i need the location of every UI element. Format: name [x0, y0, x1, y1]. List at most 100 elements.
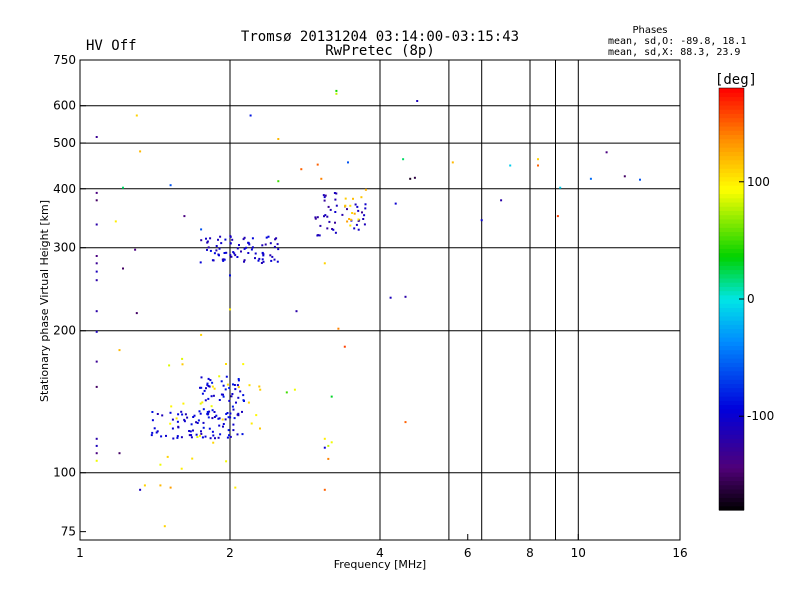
echo-point — [183, 420, 186, 423]
echo-point — [326, 215, 329, 218]
echo-point — [353, 227, 356, 230]
echo-point — [241, 410, 243, 413]
colorbar-segment — [719, 147, 744, 152]
echo-point — [350, 218, 353, 221]
echo-point — [159, 484, 162, 487]
echo-point — [169, 411, 172, 414]
echo-point — [218, 417, 221, 420]
echo-point — [224, 388, 227, 391]
chart-title-line1: Tromsø 20131204 03:14:00-03:15:43 — [241, 29, 519, 45]
echo-point — [334, 211, 337, 213]
echo-point — [389, 296, 392, 299]
echo-point — [248, 384, 251, 387]
echo-point — [206, 411, 209, 413]
echo-point — [324, 214, 327, 217]
echo-point — [180, 436, 183, 439]
echo-point — [206, 382, 209, 385]
echo-point — [206, 240, 209, 243]
echo-point — [218, 247, 221, 250]
echo-point — [181, 363, 184, 366]
echo-point — [214, 437, 216, 440]
echo-point — [271, 255, 274, 258]
echo-point — [219, 235, 222, 238]
echo-point — [346, 208, 348, 211]
echo-point — [95, 199, 98, 202]
echo-point — [330, 441, 333, 444]
echo-point — [639, 178, 641, 181]
echo-point — [189, 430, 192, 433]
echo-point — [198, 410, 201, 413]
echo-point — [237, 379, 240, 382]
colorbar-segment — [719, 265, 744, 271]
echo-point — [172, 437, 175, 440]
echo-point — [237, 386, 240, 389]
x-axis-label: Frequency [MHz] — [334, 558, 426, 571]
echo-point — [293, 388, 296, 391]
echo-point — [177, 425, 180, 428]
echo-point — [323, 437, 326, 440]
echo-point — [229, 435, 232, 438]
echo-point — [221, 258, 224, 261]
echo-point — [361, 211, 363, 214]
echo-point — [155, 431, 158, 434]
echo-points — [95, 89, 641, 528]
echo-point — [404, 421, 407, 424]
echo-point — [218, 375, 221, 378]
echo-point — [225, 251, 228, 254]
colorbar-segment — [719, 121, 744, 127]
colorbar-segment — [719, 176, 744, 182]
echo-point — [231, 405, 234, 408]
colorbar-segment — [719, 320, 744, 325]
echo-point — [394, 202, 397, 205]
echo-point — [95, 452, 98, 455]
colorbar-segment — [719, 130, 744, 136]
echo-point — [199, 434, 201, 437]
echo-point — [254, 252, 257, 255]
colorbar-segment — [719, 282, 744, 287]
echo-point — [202, 408, 205, 411]
echo-point — [195, 433, 198, 436]
colorbar-segment — [719, 210, 744, 216]
echo-point — [257, 259, 260, 262]
echo-point — [344, 204, 347, 207]
echo-point — [224, 238, 227, 241]
echo-point — [230, 395, 233, 398]
echo-point — [207, 246, 210, 249]
tick-labels: 1 2 4 6 8 10 16 75 100 200 300 400 500 600 750 — [53, 53, 688, 560]
echo-point — [259, 388, 262, 391]
echo-point — [364, 207, 367, 210]
echo-point — [343, 345, 346, 348]
echo-point — [201, 392, 204, 395]
echo-point — [207, 397, 210, 400]
colorbar-segment — [719, 252, 744, 258]
echo-point — [177, 413, 180, 416]
echo-point — [229, 235, 232, 238]
echo-point — [192, 429, 194, 432]
echo-point — [236, 433, 239, 436]
echo-point — [264, 243, 267, 246]
y-axis-label: Stationary phase Virtual Height [km] — [38, 200, 51, 402]
echo-point — [180, 467, 183, 470]
colorbar-segment — [719, 455, 744, 460]
echo-point — [231, 393, 234, 395]
echo-point — [169, 184, 172, 187]
echo-point — [95, 360, 98, 363]
echo-point — [95, 330, 98, 333]
echo-point — [160, 435, 163, 438]
echo-point — [230, 255, 233, 258]
echo-point — [537, 164, 539, 167]
colorbar-segment — [719, 408, 744, 414]
colorbar-segment — [719, 294, 744, 300]
colorbar-segment — [719, 417, 744, 422]
echo-point — [335, 92, 338, 95]
echo-point — [207, 377, 210, 380]
echo-point — [258, 385, 261, 388]
echo-point — [224, 418, 227, 421]
colorbar-segment — [719, 125, 744, 131]
echo-point — [218, 424, 221, 427]
echo-point — [169, 422, 172, 425]
echo-point — [276, 243, 279, 246]
echo-point — [190, 423, 193, 426]
colorbar-segment — [719, 505, 744, 511]
colorbar-segment — [719, 189, 744, 195]
